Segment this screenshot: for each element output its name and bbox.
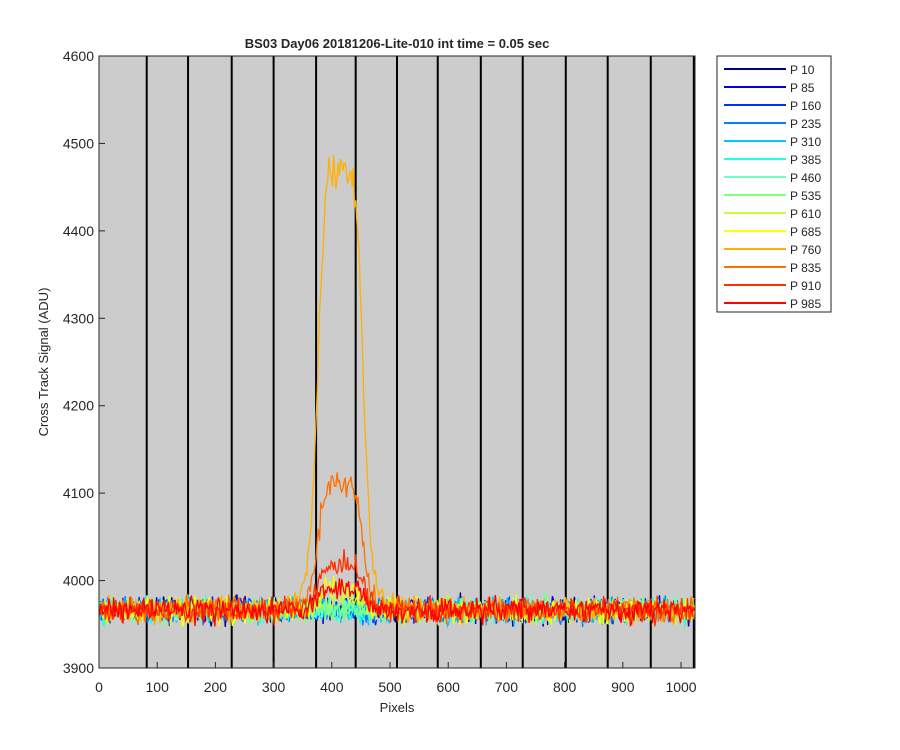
y-axis-label: Cross Track Signal (ADU) — [36, 288, 51, 437]
legend-label: P 310 — [790, 135, 821, 149]
vertical-lines — [145, 56, 695, 668]
y-tick-label: 4300 — [63, 310, 94, 326]
x-tick-label: 900 — [611, 679, 635, 695]
y-tick-label: 4500 — [63, 135, 94, 151]
legend-label: P 985 — [790, 297, 821, 311]
legend-label: P 835 — [790, 261, 821, 275]
legend-label: P 460 — [790, 171, 821, 185]
y-tick-label: 4600 — [63, 48, 94, 64]
x-tick-label: 1000 — [665, 679, 696, 695]
x-tick-label: 500 — [378, 679, 402, 695]
x-tick-label: 200 — [204, 679, 228, 695]
y-tick-label: 3900 — [63, 660, 94, 676]
x-tick-label: 0 — [95, 679, 103, 695]
legend-label: P 10 — [790, 63, 815, 77]
y-tick-label: 4100 — [63, 485, 94, 501]
x-tick-label: 600 — [437, 679, 461, 695]
legend-label: P 610 — [790, 207, 821, 221]
chart-title: BS03 Day06 20181206-Lite-010 int time = … — [245, 36, 550, 51]
legend-label: P 685 — [790, 225, 821, 239]
legend-box — [716, 55, 832, 313]
x-tick-label: 800 — [553, 679, 577, 695]
legend-label: P 85 — [790, 81, 815, 95]
legend-label: P 760 — [790, 243, 821, 257]
y-tick-label: 4400 — [63, 223, 94, 239]
legend-label: P 910 — [790, 279, 821, 293]
series-lines — [98, 155, 696, 629]
legend-label: P 535 — [790, 189, 821, 203]
plot-frame — [98, 55, 696, 669]
legend-label: P 235 — [790, 117, 821, 131]
y-tick-label: 4200 — [63, 398, 94, 414]
legend-label: P 160 — [790, 99, 821, 113]
y-axis-ticks: 3900 4000 4100 4200 4300 4400 4500 4600 — [63, 48, 105, 676]
legend-label: P 385 — [790, 153, 821, 167]
series-line — [98, 578, 695, 627]
x-axis-label: Pixels — [380, 700, 415, 715]
x-tick-label: 400 — [320, 679, 344, 695]
legend: P 10 P 85 P 160 P 235 P 310 P 385 P 460 P 535 P … — [716, 55, 832, 313]
x-tick-label: 700 — [495, 679, 519, 695]
x-axis-ticks: 0 100 200 300 400 500 600 700 800 900 1000 — [95, 662, 697, 695]
x-tick-label: 300 — [262, 679, 286, 695]
y-tick-label: 4000 — [63, 573, 94, 589]
x-tick-label: 100 — [146, 679, 170, 695]
